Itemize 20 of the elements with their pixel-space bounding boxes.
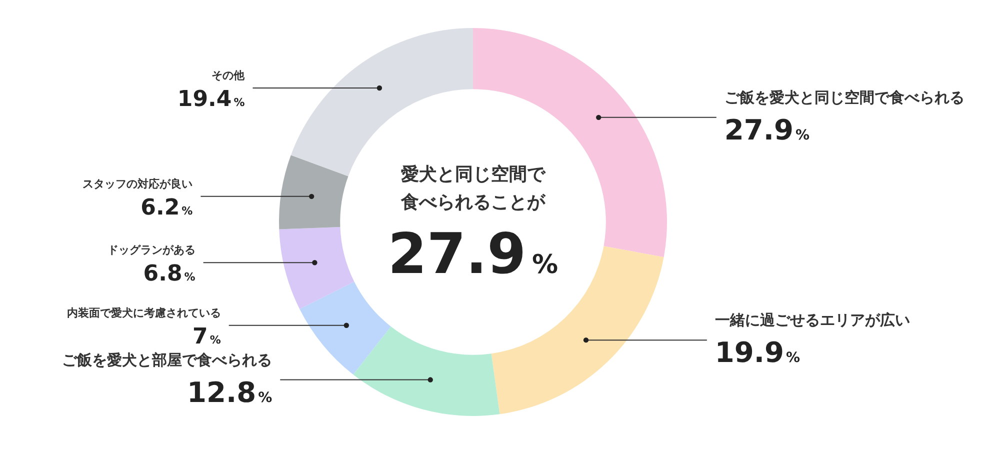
donut-slice — [279, 155, 348, 230]
donut-slice — [279, 227, 354, 309]
slice-label: ご飯を愛犬と同じ空間で食べられる — [724, 88, 964, 106]
donut-slice — [353, 326, 500, 416]
data-label: 6.2% — [140, 195, 193, 220]
data-label: 12.8% — [187, 376, 272, 409]
slice-label: スタッフの対応が良い — [82, 177, 193, 190]
data-label: 27.9% — [724, 113, 810, 146]
slice-label: その他 — [212, 68, 246, 82]
data-label: 19.9% — [714, 336, 800, 370]
data-label: 6.8% — [143, 262, 196, 287]
slice-label: ドッグランがある — [107, 244, 196, 257]
data-label: 19.4% — [177, 86, 245, 112]
text: 27.9% — [388, 222, 558, 287]
slice-label: 一緒に過ごせるエリアが広い — [714, 311, 910, 330]
slice-label: ご飯を愛犬と部屋で食べられる — [62, 350, 272, 369]
slice-label: 内装面で愛犬に考慮されている — [66, 306, 221, 320]
data-label: 7% — [192, 324, 221, 350]
text: 愛犬と同じ空間で食べられることが — [400, 164, 546, 213]
donut-slice — [300, 282, 391, 375]
